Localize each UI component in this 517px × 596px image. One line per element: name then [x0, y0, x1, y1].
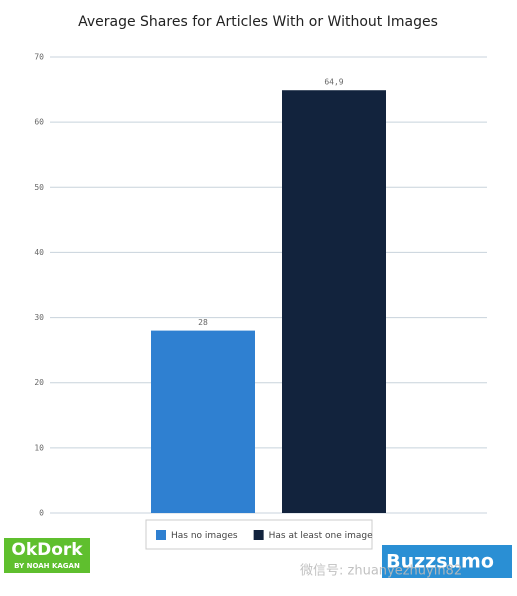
okdork-text: OkDork: [11, 540, 83, 560]
watermark: 微信号: zhuanyezhuyin82: [300, 564, 462, 579]
y-tick-label: 10: [34, 443, 44, 452]
y-tick-label: 0: [39, 509, 44, 518]
legend-swatch: [156, 530, 166, 540]
buzzsumo-logo: [382, 545, 512, 578]
bar: [151, 330, 255, 513]
data-label: 28: [198, 318, 208, 327]
y-tick-label: 30: [34, 313, 44, 322]
okdork-sub: BY NOAH KAGAN: [14, 562, 80, 570]
y-tick-label: 40: [34, 248, 44, 257]
legend-label: Has at least one image: [269, 531, 373, 541]
chart-title: Average Shares for Articles With or With…: [78, 14, 438, 30]
okdork-logo: [4, 538, 90, 573]
y-tick-label: 20: [34, 378, 44, 387]
bar: [282, 90, 386, 514]
y-tick-label: 70: [34, 53, 44, 62]
legend-swatch: [253, 530, 264, 540]
y-tick-label: 50: [34, 183, 44, 192]
buzzsumo-text: Buzzsumo: [386, 551, 494, 573]
data-label: 64,9: [324, 78, 343, 87]
legend-label: Has no images: [171, 531, 238, 541]
y-tick-label: 60: [34, 118, 44, 127]
